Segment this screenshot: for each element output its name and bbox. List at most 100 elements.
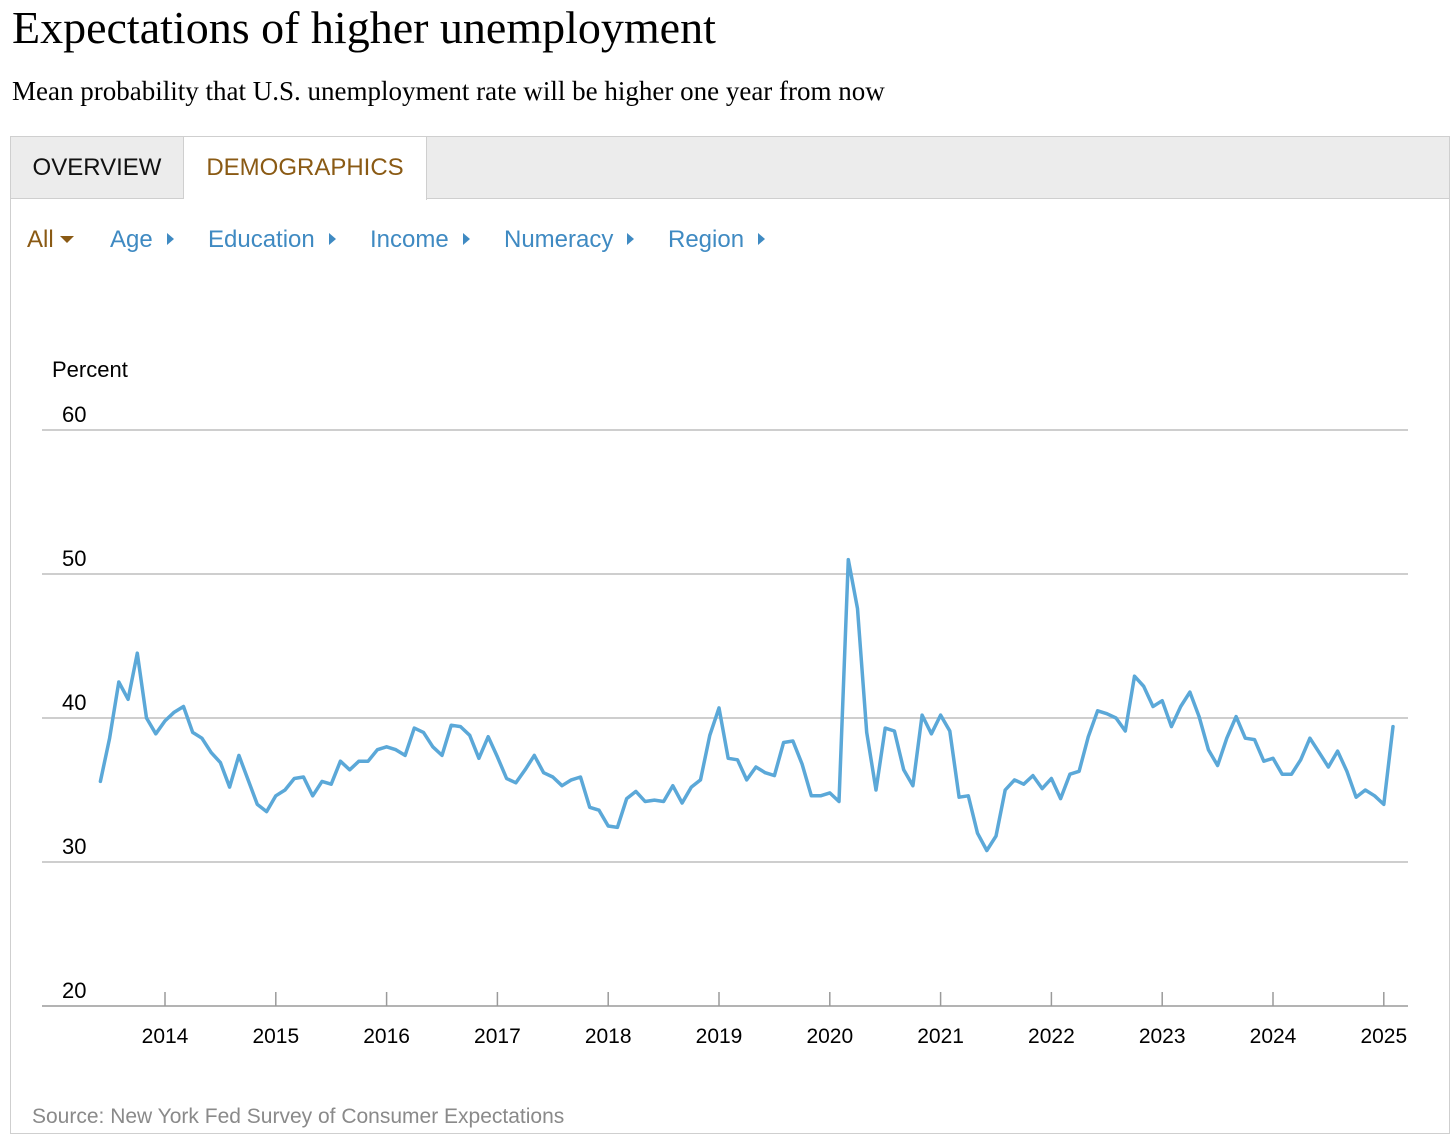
data-point	[717, 706, 721, 710]
data-point	[588, 805, 592, 809]
data-point	[292, 777, 296, 780]
data-point	[1151, 705, 1155, 708]
data-point	[1133, 674, 1136, 678]
data-point	[329, 782, 333, 786]
y-tick-label: 20	[62, 978, 86, 1003]
y-tick-label: 30	[62, 834, 86, 859]
tab-overview[interactable]: OVERVIEW	[11, 137, 184, 199]
data-point	[163, 719, 167, 723]
data-point	[653, 798, 656, 802]
source-note: Source: New York Fed Survey of Consumer …	[32, 1105, 565, 1128]
data-point	[172, 710, 176, 714]
data-point	[394, 748, 398, 752]
data-point	[1040, 787, 1044, 790]
data-point	[1382, 803, 1386, 806]
data-point	[994, 834, 998, 838]
data-point	[1290, 772, 1293, 776]
data-point	[865, 731, 869, 734]
data-point	[662, 800, 665, 803]
data-point	[376, 748, 379, 752]
data-point	[902, 768, 906, 772]
data-point	[1234, 715, 1238, 718]
data-point	[1271, 756, 1275, 760]
data-point	[1050, 777, 1053, 780]
data-point	[1280, 772, 1284, 776]
data-point	[542, 771, 545, 775]
data-point	[856, 607, 859, 610]
data-point	[579, 775, 582, 779]
x-tick-label: 2021	[917, 1025, 964, 1048]
filter-region[interactable]: Region	[668, 223, 766, 257]
data-point	[1363, 788, 1367, 792]
x-tick-label: 2016	[363, 1025, 410, 1048]
data-point	[191, 731, 195, 734]
data-point	[246, 778, 250, 782]
data-point	[1354, 795, 1358, 799]
data-point	[1077, 769, 1081, 773]
data-point	[893, 729, 896, 733]
caret-right-icon	[328, 233, 336, 245]
data-point	[708, 733, 712, 737]
data-point	[616, 826, 619, 829]
data-point	[1096, 709, 1099, 713]
data-point	[255, 803, 259, 806]
data-point	[1345, 769, 1349, 773]
filter-all[interactable]: All	[27, 223, 74, 257]
data-point	[1160, 699, 1164, 703]
data-point	[302, 775, 305, 779]
data-point	[606, 824, 610, 828]
filter-numeracy[interactable]: Numeracy	[504, 223, 635, 257]
series-line	[98, 557, 1395, 853]
gridlines	[42, 429, 1408, 863]
tab-demographics[interactable]: DEMOGRAPHICS	[184, 137, 427, 200]
data-point	[976, 831, 979, 835]
data-point	[496, 755, 499, 759]
data-point	[828, 791, 832, 795]
data-point	[809, 794, 813, 798]
data-point	[634, 790, 638, 793]
data-point	[126, 697, 130, 701]
data-point	[569, 778, 573, 782]
data-point	[283, 788, 287, 792]
data-point	[939, 713, 942, 717]
data-point	[754, 765, 758, 769]
data-point	[883, 726, 887, 730]
data-point	[265, 810, 268, 813]
data-point	[1086, 735, 1090, 739]
y-tick-label: 50	[62, 546, 86, 571]
data-point	[1317, 751, 1321, 754]
data-point	[459, 725, 462, 728]
data-point	[948, 729, 952, 733]
tab-bar: OVERVIEW DEMOGRAPHICS	[11, 137, 1449, 200]
caret-right-icon	[627, 233, 635, 245]
data-point	[200, 736, 204, 740]
data-point	[551, 775, 555, 779]
data-point	[846, 558, 850, 561]
data-point	[966, 794, 970, 798]
data-point	[135, 651, 139, 655]
data-point	[1003, 788, 1007, 792]
data-point	[745, 778, 749, 782]
data-point	[680, 801, 684, 805]
data-point	[819, 794, 822, 798]
data-point	[182, 705, 185, 708]
filter-education[interactable]: Education	[208, 223, 336, 257]
filter-numeracy-label: Numeracy	[504, 226, 614, 253]
data-point	[1308, 736, 1312, 740]
data-point	[1013, 778, 1016, 782]
filter-age[interactable]: Age	[110, 223, 174, 257]
data-point	[1391, 725, 1395, 728]
data-point	[449, 723, 453, 727]
data-point	[339, 759, 342, 763]
filter-income[interactable]: Income	[370, 223, 470, 257]
data-point	[985, 849, 989, 852]
data-point	[117, 680, 121, 684]
data-point	[597, 808, 601, 812]
data-point	[1243, 736, 1247, 740]
data-point	[1179, 705, 1183, 708]
data-point	[791, 739, 795, 743]
data-point	[1373, 794, 1376, 798]
x-tick-label: 2025	[1360, 1025, 1407, 1048]
data-point	[348, 768, 352, 772]
